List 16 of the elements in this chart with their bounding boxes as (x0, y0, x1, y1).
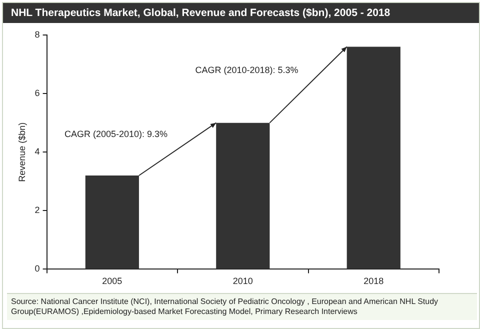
y-tick-label: 8 (34, 29, 40, 40)
x-tick-label: 2005 (102, 276, 122, 286)
bar (346, 46, 400, 269)
y-tick-label: 2 (34, 205, 40, 216)
bar (216, 122, 270, 269)
y-axis-title: Revenue ($bn) (16, 122, 27, 182)
annotation: CAGR (2010-2018): 5.3% (195, 64, 298, 75)
annotation: CAGR (2005-2010): 9.3% (64, 129, 168, 140)
bar (85, 176, 139, 269)
x-tick-label: 2018 (364, 276, 384, 286)
source-note: Source: National Cancer Institute (NCI), International Society of Pediatric Oncology , European and American NHL Study Group(EURAMOS) ,Epidemiology-based Market Forecasting Model, Primary Research Interviews (7, 293, 477, 320)
y-tick-label: 4 (34, 146, 40, 157)
chart-title: NHL Therapeutics Market, Global, Revenue and Forecasts ($bn), 2005 - 2018 (3, 3, 479, 23)
y-tick-label: 0 (34, 264, 40, 274)
y-tick-label: 6 (34, 88, 40, 98)
x-tick-label: 2010 (232, 276, 253, 286)
